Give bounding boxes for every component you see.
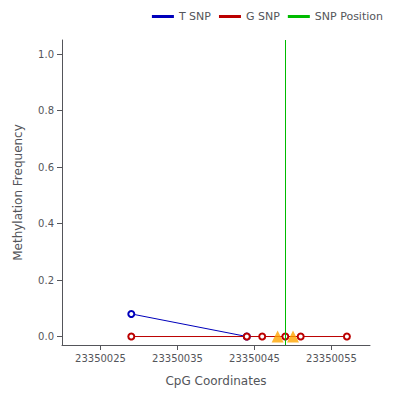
svg-text:0.2: 0.2 [38,275,54,286]
svg-text:23350035: 23350035 [152,353,203,364]
svg-text:23350045: 23350045 [229,353,280,364]
svg-text:23350055: 23350055 [306,353,357,364]
svg-text:0.0: 0.0 [38,331,54,342]
svg-text:SNP Position: SNP Position [315,10,383,23]
svg-text:1.0: 1.0 [38,49,54,60]
svg-text:Methylation Frequency: Methylation Frequency [11,124,25,261]
svg-text:0.6: 0.6 [38,162,54,173]
svg-text:T SNP: T SNP [178,10,211,23]
svg-text:0.8: 0.8 [38,105,54,116]
svg-text:G SNP: G SNP [246,10,280,23]
svg-text:23350025: 23350025 [75,353,126,364]
svg-text:0.4: 0.4 [38,218,54,229]
svg-text:CpG Coordinates: CpG Coordinates [165,374,266,388]
